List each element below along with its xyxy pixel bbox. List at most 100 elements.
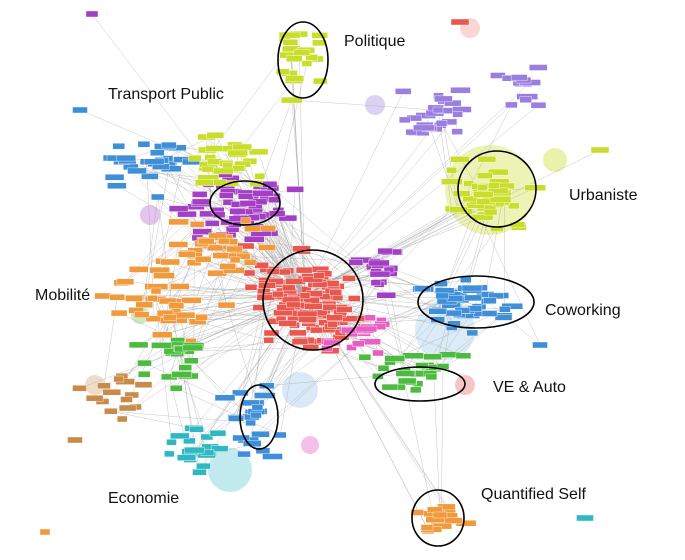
ellipse-politique (277, 21, 329, 99)
graph-node (452, 190, 471, 197)
graph-node (135, 301, 153, 308)
graph-edge (386, 273, 408, 382)
graph-node (488, 168, 509, 176)
graph-node (483, 208, 498, 216)
graph-node (410, 509, 424, 516)
graph-node (505, 101, 518, 109)
graph-node (471, 213, 494, 221)
graph-node (192, 228, 212, 235)
graph-node (116, 154, 136, 162)
graph-edge (369, 290, 445, 343)
graph-node (232, 389, 249, 397)
graph-node (171, 371, 192, 378)
ellipse-quantified-self (411, 489, 465, 547)
node-halo (282, 372, 318, 408)
graph-edge (304, 295, 452, 328)
graph-edge (380, 282, 408, 382)
graph-node (169, 385, 183, 392)
graph-node (291, 338, 309, 345)
graph-node (192, 469, 207, 476)
label-coworking: Coworking (545, 302, 621, 319)
graph-edge (110, 410, 194, 429)
graph-node (212, 252, 229, 259)
graph-node (128, 341, 149, 349)
graph-nodes (39, 10, 610, 536)
graph-node (177, 250, 196, 258)
graph-node (72, 106, 88, 114)
graph-node (282, 39, 299, 46)
graph-node (181, 297, 202, 304)
graph-edge (475, 205, 541, 346)
node-halo (140, 205, 160, 225)
graph-node (302, 276, 324, 283)
graph-node (251, 404, 264, 411)
ellipse-economie (239, 384, 279, 450)
graph-edge (304, 104, 539, 296)
graph-node (434, 95, 453, 103)
graph-node (508, 202, 520, 210)
graph-node (477, 155, 497, 163)
graph-node (178, 364, 192, 371)
graph-node (399, 116, 411, 124)
graph-node (268, 278, 284, 285)
graph-node (326, 314, 343, 321)
graph-node (205, 220, 220, 227)
graph-node (368, 259, 390, 267)
graph-node (232, 434, 250, 442)
graph-node (397, 377, 417, 385)
graph-node (254, 262, 269, 269)
graph-node (262, 453, 283, 460)
graph-edge (144, 362, 254, 413)
graph-node (364, 314, 376, 321)
graph-node (530, 101, 547, 109)
graph-node (205, 145, 223, 152)
graph-edge (177, 147, 261, 187)
graph-node (488, 182, 500, 190)
graph-node (263, 337, 274, 344)
graph-edge (304, 91, 404, 296)
graph-node (195, 314, 208, 321)
graph-node (376, 292, 396, 299)
graph-node (228, 415, 244, 422)
graph-node (85, 395, 104, 402)
graph-edge (291, 99, 445, 111)
graph-node (460, 276, 472, 283)
graph-edge (208, 213, 227, 306)
graph-edge (394, 309, 505, 359)
graph-node (327, 321, 338, 328)
graph-node (272, 290, 284, 298)
graph-node (134, 381, 153, 388)
graph-node (395, 88, 412, 95)
graph-node (313, 272, 325, 279)
graph-edge (193, 294, 306, 429)
graph-node (254, 172, 266, 180)
graph-edge (355, 262, 379, 354)
graph-node (395, 370, 416, 377)
graph-node (147, 295, 158, 302)
graph-node (258, 244, 276, 251)
ellipse-ve-auto (374, 366, 466, 402)
graph-node (252, 189, 274, 197)
graph-node (186, 259, 202, 266)
ellipse-urbaniste (457, 150, 537, 228)
graph-edge (260, 343, 359, 435)
graph-node (446, 166, 457, 174)
graph-edge (155, 299, 172, 443)
label-politique: Politique (344, 33, 406, 50)
graph-node (281, 96, 303, 104)
node-halo (208, 448, 252, 492)
graph-node (39, 528, 51, 536)
graph-node (313, 77, 328, 85)
graph-node (143, 158, 165, 166)
cluster-ellipses (209, 21, 537, 547)
graph-node (237, 450, 251, 458)
label-ve-auto: VE & Auto (493, 379, 566, 396)
graph-node (311, 32, 328, 39)
graph-node (381, 383, 399, 391)
graph-node (461, 284, 483, 292)
graph-node (206, 132, 225, 139)
node-halo (85, 375, 105, 395)
graph-node (276, 68, 290, 76)
graph-node (240, 217, 252, 224)
ellipse-coworking (417, 275, 535, 329)
